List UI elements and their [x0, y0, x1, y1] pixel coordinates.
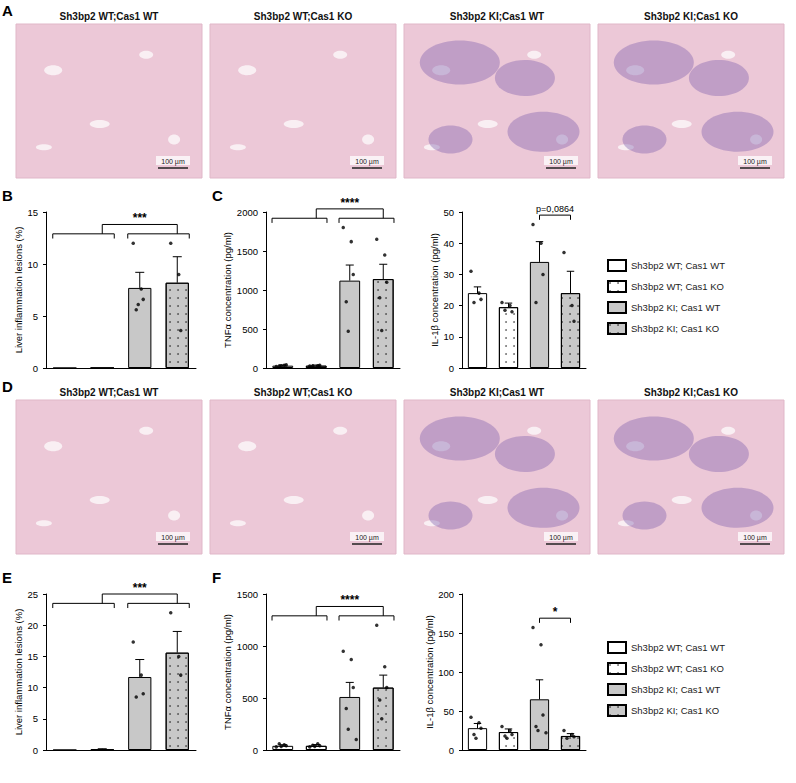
svg-text:0: 0 — [33, 363, 38, 374]
svg-text:15: 15 — [27, 651, 38, 662]
svg-text:1000: 1000 — [237, 285, 258, 296]
svg-text:Sh3bp2 KI; Cas1 WT: Sh3bp2 KI; Cas1 WT — [631, 684, 720, 695]
svg-text:Sh3bp2 WT; Cas1 WT: Sh3bp2 WT; Cas1 WT — [631, 260, 725, 271]
svg-text:200: 200 — [438, 589, 454, 600]
svg-text:100 µm: 100 µm — [549, 534, 573, 542]
svg-text:30: 30 — [443, 269, 454, 280]
svg-text:Sh3bp2 KI; Cas1 KO: Sh3bp2 KI; Cas1 KO — [631, 705, 719, 716]
svg-text:100 µm: 100 µm — [161, 158, 185, 166]
svg-text:1500: 1500 — [237, 246, 258, 257]
svg-text:25: 25 — [27, 589, 38, 600]
svg-text:D: D — [2, 378, 13, 395]
svg-text:IL-1β concentration (pg/ml): IL-1β concentration (pg/ml) — [429, 233, 440, 347]
svg-text:p=0,0864: p=0,0864 — [536, 204, 574, 214]
svg-text:Sh3bp2 WT;Cas1 WT: Sh3bp2 WT;Cas1 WT — [60, 11, 159, 22]
svg-text:0: 0 — [253, 745, 258, 756]
svg-text:0: 0 — [449, 363, 454, 374]
svg-text:100 µm: 100 µm — [355, 534, 379, 542]
svg-text:20: 20 — [443, 300, 454, 311]
svg-text:100 µm: 100 µm — [743, 534, 767, 542]
svg-text:Sh3bp2 KI; Cas1 KO: Sh3bp2 KI; Cas1 KO — [631, 323, 719, 334]
svg-text:****: **** — [340, 196, 359, 210]
svg-text:20: 20 — [27, 620, 38, 631]
svg-text:TNFα concentration (pg/ml): TNFα concentration (pg/ml) — [222, 614, 233, 730]
svg-text:0: 0 — [33, 745, 38, 756]
svg-text:Sh3bp2 WT; Cas1 WT: Sh3bp2 WT; Cas1 WT — [631, 642, 725, 653]
svg-text:Sh3bp2 KI;Cas1 KO: Sh3bp2 KI;Cas1 KO — [644, 11, 738, 22]
svg-text:Sh3bp2 WT; Cas1 KO: Sh3bp2 WT; Cas1 KO — [631, 663, 724, 674]
svg-text:0: 0 — [253, 363, 258, 374]
svg-text:100 µm: 100 µm — [549, 158, 573, 166]
svg-text:TNFα concentration (pg/ml): TNFα concentration (pg/ml) — [222, 232, 233, 348]
svg-text:5: 5 — [33, 311, 38, 322]
svg-text:Liver inflammation lesions (%): Liver inflammation lesions (%) — [13, 227, 24, 354]
svg-text:150: 150 — [438, 628, 454, 639]
svg-text:Sh3bp2 KI; Cas1 WT: Sh3bp2 KI; Cas1 WT — [631, 302, 720, 313]
svg-text:*: * — [553, 605, 558, 619]
svg-text:E: E — [2, 569, 12, 586]
svg-text:50: 50 — [443, 207, 454, 218]
svg-text:Sh3bp2 WT; Cas1 KO: Sh3bp2 WT; Cas1 KO — [631, 281, 724, 292]
svg-text:***: *** — [133, 581, 147, 595]
svg-text:B: B — [2, 187, 13, 204]
svg-text:100 µm: 100 µm — [161, 534, 185, 542]
svg-text:500: 500 — [242, 693, 258, 704]
svg-text:Sh3bp2 WT;Cas1 KO: Sh3bp2 WT;Cas1 KO — [254, 11, 353, 22]
svg-text:40: 40 — [443, 238, 454, 249]
svg-text:1500: 1500 — [237, 589, 258, 600]
svg-text:500: 500 — [242, 324, 258, 335]
svg-text:2000: 2000 — [237, 207, 258, 218]
svg-text:100 µm: 100 µm — [355, 158, 379, 166]
svg-text:Liver inflammation lesions (%): Liver inflammation lesions (%) — [13, 609, 24, 736]
svg-text:10: 10 — [443, 331, 454, 342]
svg-text:Sh3bp2 WT;Cas1 KO: Sh3bp2 WT;Cas1 KO — [254, 387, 353, 398]
svg-text:100: 100 — [438, 667, 454, 678]
svg-text:IL-1β concentration (pg/ml): IL-1β concentration (pg/ml) — [424, 615, 435, 729]
svg-text:A: A — [2, 2, 13, 19]
svg-text:F: F — [212, 569, 221, 586]
svg-text:50: 50 — [443, 706, 454, 717]
svg-text:****: **** — [340, 593, 359, 607]
svg-text:C: C — [212, 187, 223, 204]
svg-text:Sh3bp2 KI;Cas1 WT: Sh3bp2 KI;Cas1 WT — [450, 11, 544, 22]
svg-text:Sh3bp2 KI;Cas1 WT: Sh3bp2 KI;Cas1 WT — [450, 387, 544, 398]
svg-text:10: 10 — [27, 259, 38, 270]
svg-text:5: 5 — [33, 713, 38, 724]
svg-text:Sh3bp2 WT;Cas1 WT: Sh3bp2 WT;Cas1 WT — [60, 387, 159, 398]
svg-text:15: 15 — [27, 207, 38, 218]
svg-text:100 µm: 100 µm — [743, 158, 767, 166]
svg-text:***: *** — [133, 211, 147, 225]
svg-text:10: 10 — [27, 682, 38, 693]
svg-text:0: 0 — [449, 745, 454, 756]
svg-text:Sh3bp2 KI;Cas1 KO: Sh3bp2 KI;Cas1 KO — [644, 387, 738, 398]
svg-text:1000: 1000 — [237, 641, 258, 652]
